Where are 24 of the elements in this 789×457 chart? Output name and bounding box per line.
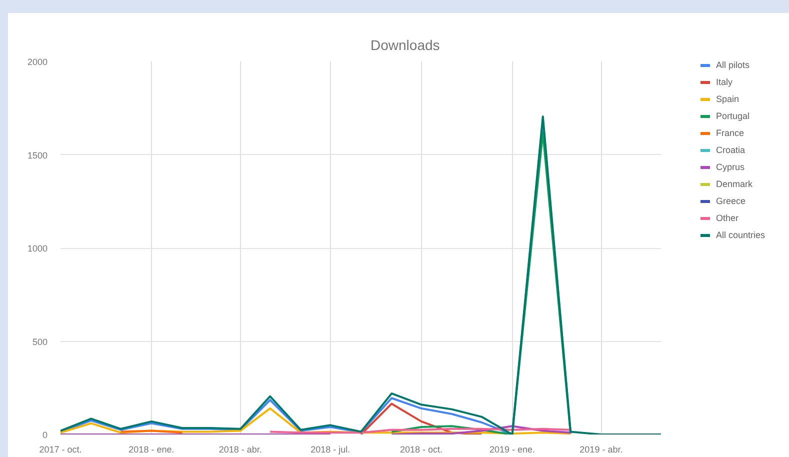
legend-label: France: [716, 128, 744, 138]
legend-label: Spain: [716, 94, 740, 104]
y-tick-label: 2000: [27, 57, 48, 67]
y-tick-label: 0: [42, 430, 48, 440]
x-tick-label: 2018 - jul.: [310, 444, 350, 454]
legend-label: Other: [716, 213, 739, 223]
x-tick-label: 2018 - abr.: [218, 444, 262, 454]
legend-label: Cyprus: [716, 162, 745, 172]
x-tick-label: 2018 - oct.: [400, 444, 443, 454]
legend-label: All countries: [716, 230, 766, 240]
legend-label: Greece: [716, 196, 746, 206]
y-tick-label: 500: [32, 336, 48, 347]
chart-title: Downloads: [370, 37, 440, 53]
legend-label: Denmark: [716, 179, 753, 189]
y-tick-label: 1500: [27, 150, 48, 160]
legend-label: Croatia: [716, 145, 746, 155]
y-tick-label: 1000: [27, 244, 48, 254]
legend-label: Portugal: [716, 111, 750, 121]
legend-label: Italy: [716, 77, 734, 87]
x-tick-label: 2019 - ene.: [489, 444, 536, 454]
x-tick-label: 2019 - abr.: [580, 444, 623, 454]
x-tick-label: 2017 - oct.: [39, 444, 82, 454]
legend-label: All pilots: [716, 60, 750, 70]
x-tick-label: 2018 - ene.: [128, 444, 174, 454]
